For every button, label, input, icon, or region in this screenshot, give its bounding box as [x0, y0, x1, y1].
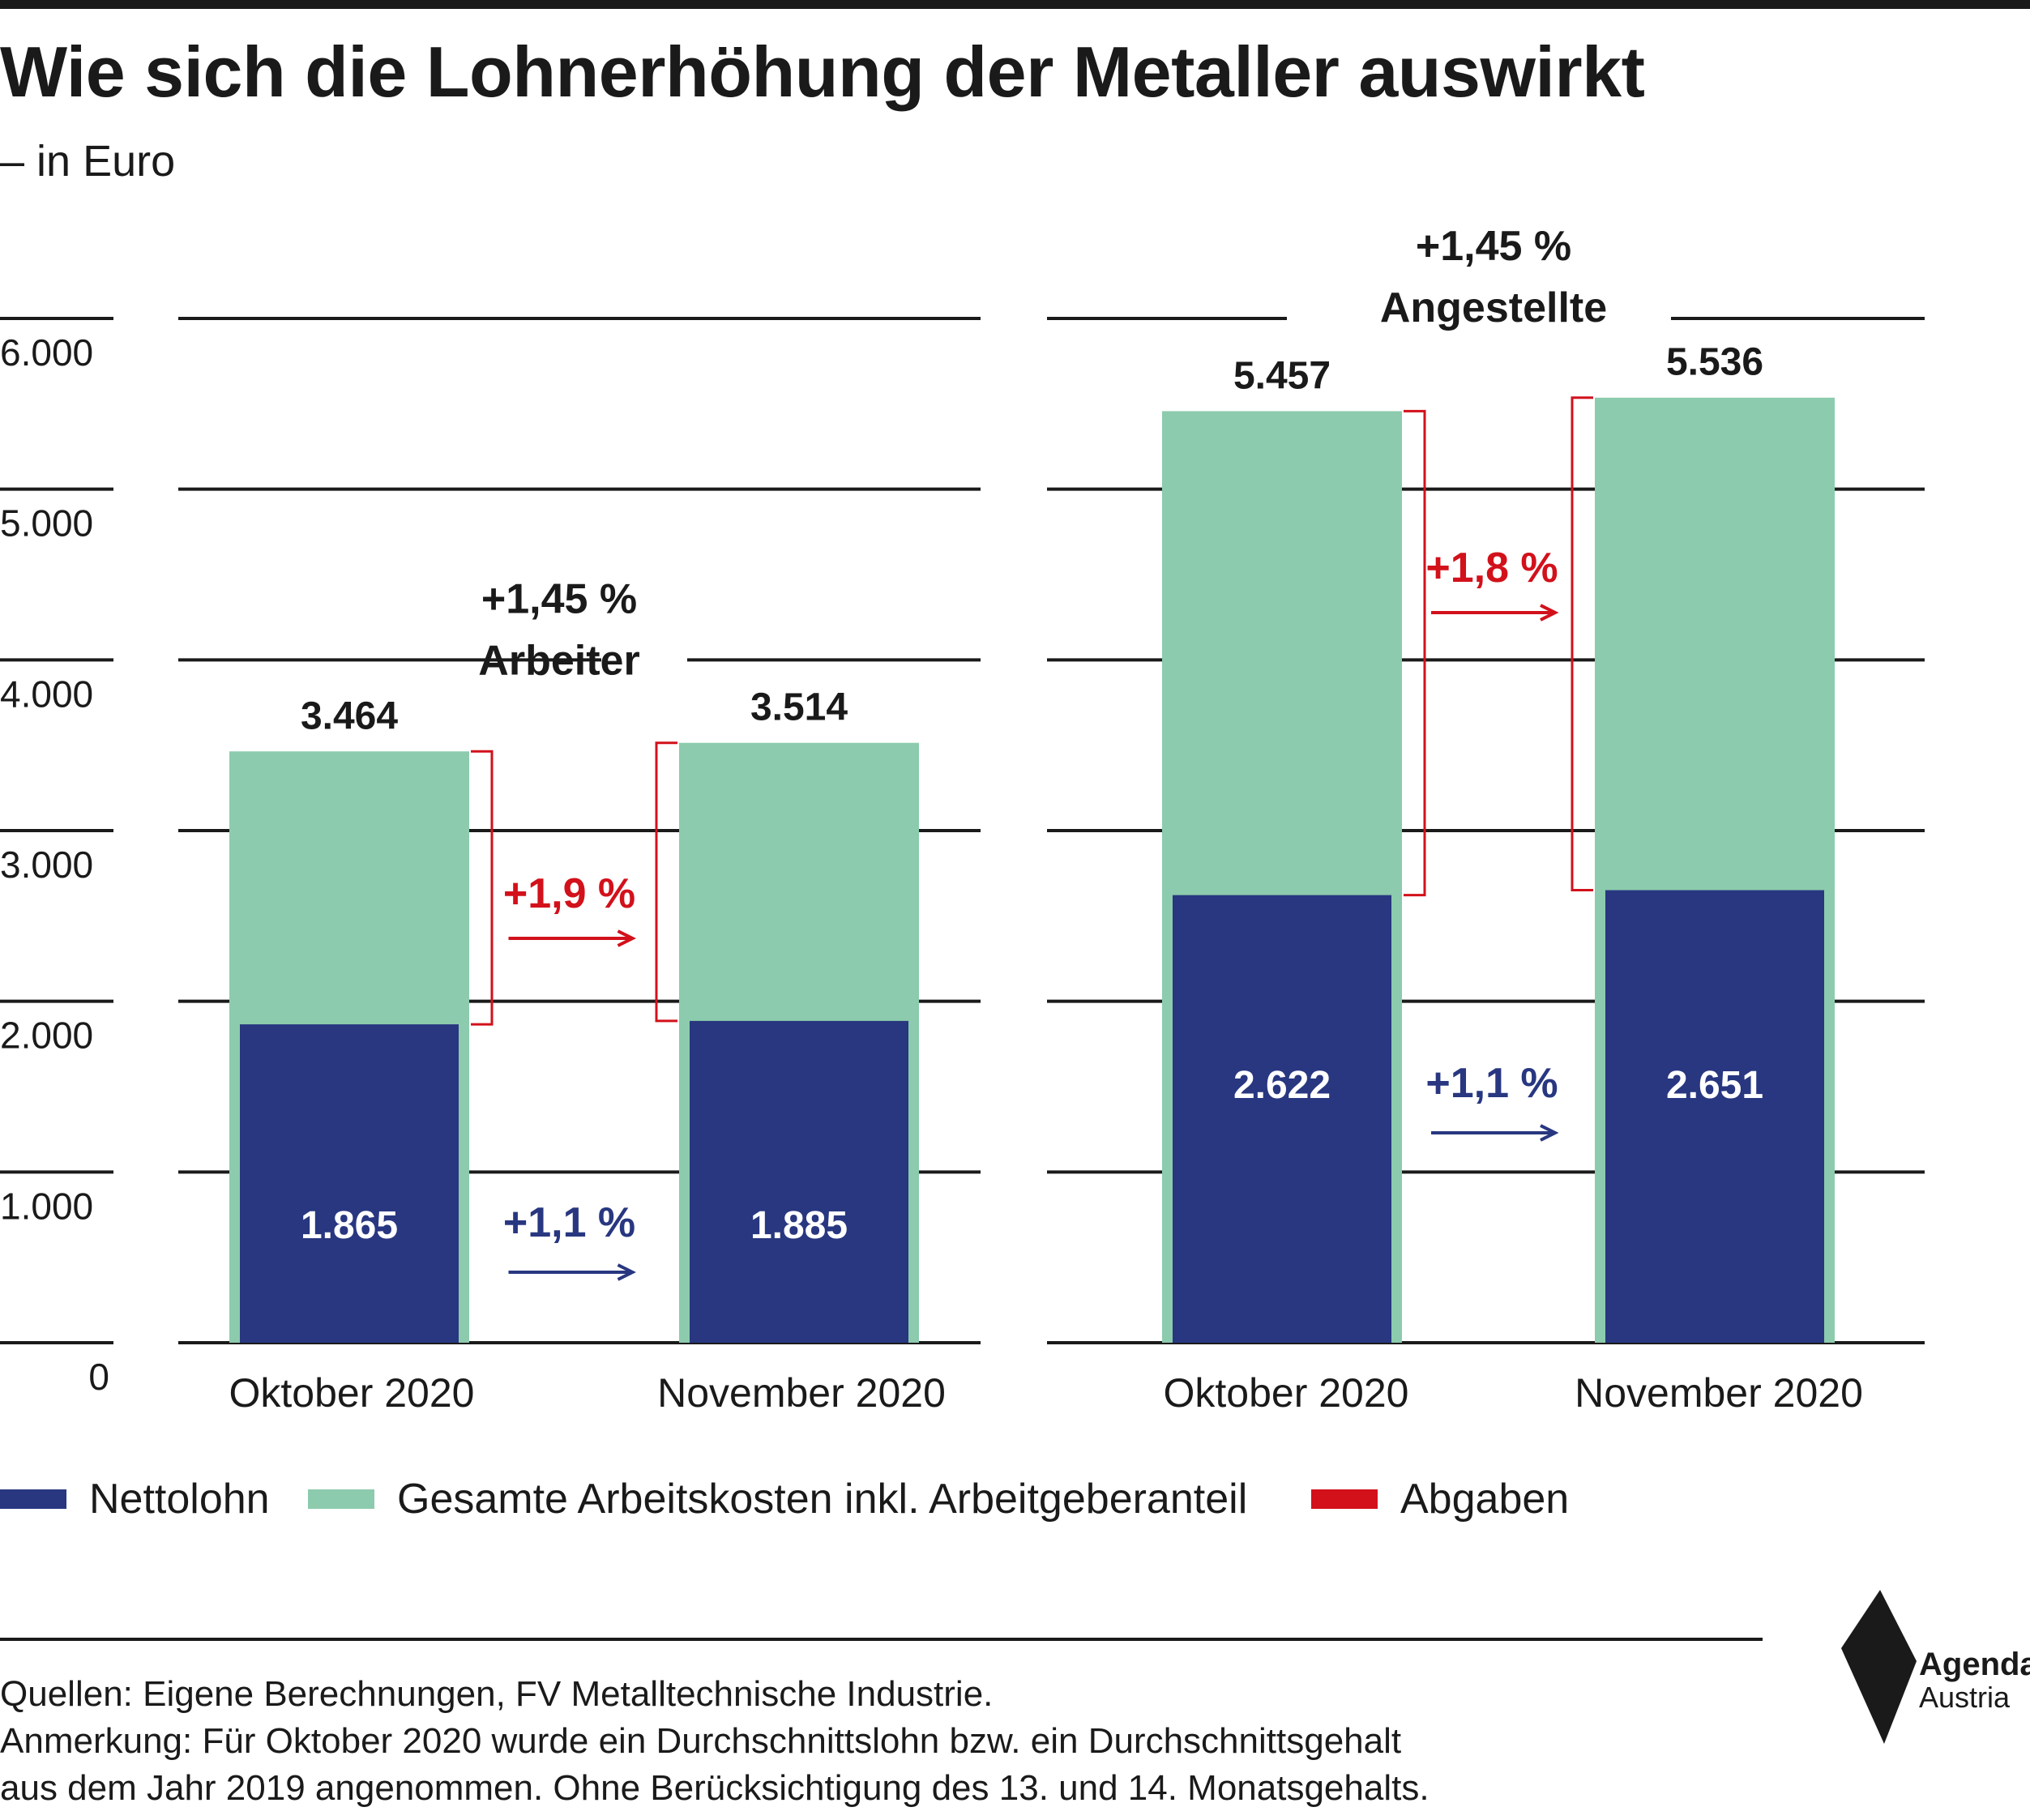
x-tick-label: November 2020 [1575, 1370, 1863, 1416]
top-rule [0, 0, 2030, 9]
chart-subtitle: – in Euro [0, 137, 176, 186]
bar-total-label: 3.514 [750, 686, 848, 729]
y-tick-label: 0 [88, 1356, 109, 1398]
bar-total-label: 3.464 [301, 694, 398, 737]
abgaben-arrow-head [617, 929, 636, 947]
legend-swatch-gesamt [308, 1489, 374, 1509]
y-tick-label: 5.000 [0, 502, 93, 545]
sources-note: Quellen: Eigene Berechnungen, FV Metallt… [0, 1674, 994, 1714]
legend-label-abgaben: Abgaben [1400, 1476, 1570, 1523]
remark-note-line1: Anmerkung: Für Oktober 2020 wurde ein Du… [0, 1721, 1402, 1761]
bar-nettolohn [1173, 895, 1391, 1343]
legend-label-gesamt: Gesamte Arbeitskosten inkl. Arbeitgebera… [397, 1476, 1248, 1523]
logo-mark-icon [1841, 1590, 1917, 1744]
chart-title: Wie sich die Lohnerhöhung der Metaller a… [0, 32, 1645, 112]
bar-total-label: 5.536 [1666, 341, 1763, 384]
legend-swatch-nettolohn [0, 1489, 66, 1509]
legend-item-abgaben: Abgaben [1311, 1475, 1569, 1523]
bar-total-label: 5.457 [1233, 354, 1331, 397]
netto-change-label: +1,1 % [503, 1199, 635, 1246]
abgaben-bracket [1571, 396, 1593, 892]
y-tick-label: 2.000 [0, 1015, 93, 1057]
remark-note-line2: aus dem Jahr 2019 angenommen. Ohne Berüc… [0, 1768, 1430, 1808]
bar-nettolohn [1605, 890, 1824, 1343]
y-tick-label: 3.000 [0, 844, 93, 886]
group-label: Arbeiter [478, 637, 639, 684]
abgaben-change-label: +1,9 % [503, 870, 635, 917]
footer-divider [0, 1638, 1763, 1641]
group-change-label: +1,45 % [1416, 223, 1571, 270]
x-tick-label: Oktober 2020 [229, 1370, 475, 1416]
agenda-austria-logo: Agenda Austria [1840, 1590, 2030, 1768]
legend: Nettolohn Gesamte Arbeitskosten inkl. Ar… [0, 1475, 1945, 1532]
abgaben-arrow-head [1540, 604, 1559, 622]
legend-label-nettolohn: Nettolohn [89, 1476, 270, 1523]
group-change-label: +1,45 % [481, 575, 637, 622]
netto-arrow-head [1540, 1124, 1559, 1142]
logo-word-agenda: Agenda [1919, 1647, 2030, 1682]
legend-swatch-abgaben [1311, 1489, 1378, 1509]
bar-netto-label: 2.651 [1666, 1064, 1763, 1107]
group-label: Angestellte [1380, 284, 1607, 331]
netto-arrow-head [617, 1263, 636, 1281]
abgaben-bracket [1404, 409, 1426, 897]
y-tick-label: 1.000 [0, 1185, 93, 1227]
y-tick-label: 4.000 [0, 673, 93, 715]
bar-nettolohn [690, 1020, 908, 1343]
bar-chart: 0 1.000 2.000 3.000 4.000 5.000 6.000 +1,45 % Ar… [0, 223, 1925, 1416]
x-tick-label: Oktober 2020 [1164, 1370, 1409, 1416]
netto-change-label: +1,1 % [1425, 1060, 1558, 1107]
legend-item-gesamt: Gesamte Arbeitskosten inkl. Arbeitgebera… [308, 1475, 1247, 1523]
abgaben-bracket [471, 750, 494, 1026]
x-tick-label: November 2020 [657, 1370, 946, 1416]
footnotes: Quellen: Eigene Berechnungen, FV Metallt… [0, 1671, 1783, 1812]
abgaben-change-label: +1,8 % [1425, 545, 1558, 592]
logo-word-austria: Austria [1919, 1681, 2011, 1714]
bar-nettolohn [240, 1024, 459, 1343]
abgaben-bracket [655, 741, 677, 1023]
y-tick-label: 6.000 [0, 331, 93, 374]
legend-item-nettolohn: Nettolohn [0, 1475, 270, 1523]
bar-netto-label: 1.865 [301, 1204, 398, 1247]
bar-netto-label: 1.885 [750, 1204, 848, 1247]
bar-netto-label: 2.622 [1233, 1064, 1331, 1107]
